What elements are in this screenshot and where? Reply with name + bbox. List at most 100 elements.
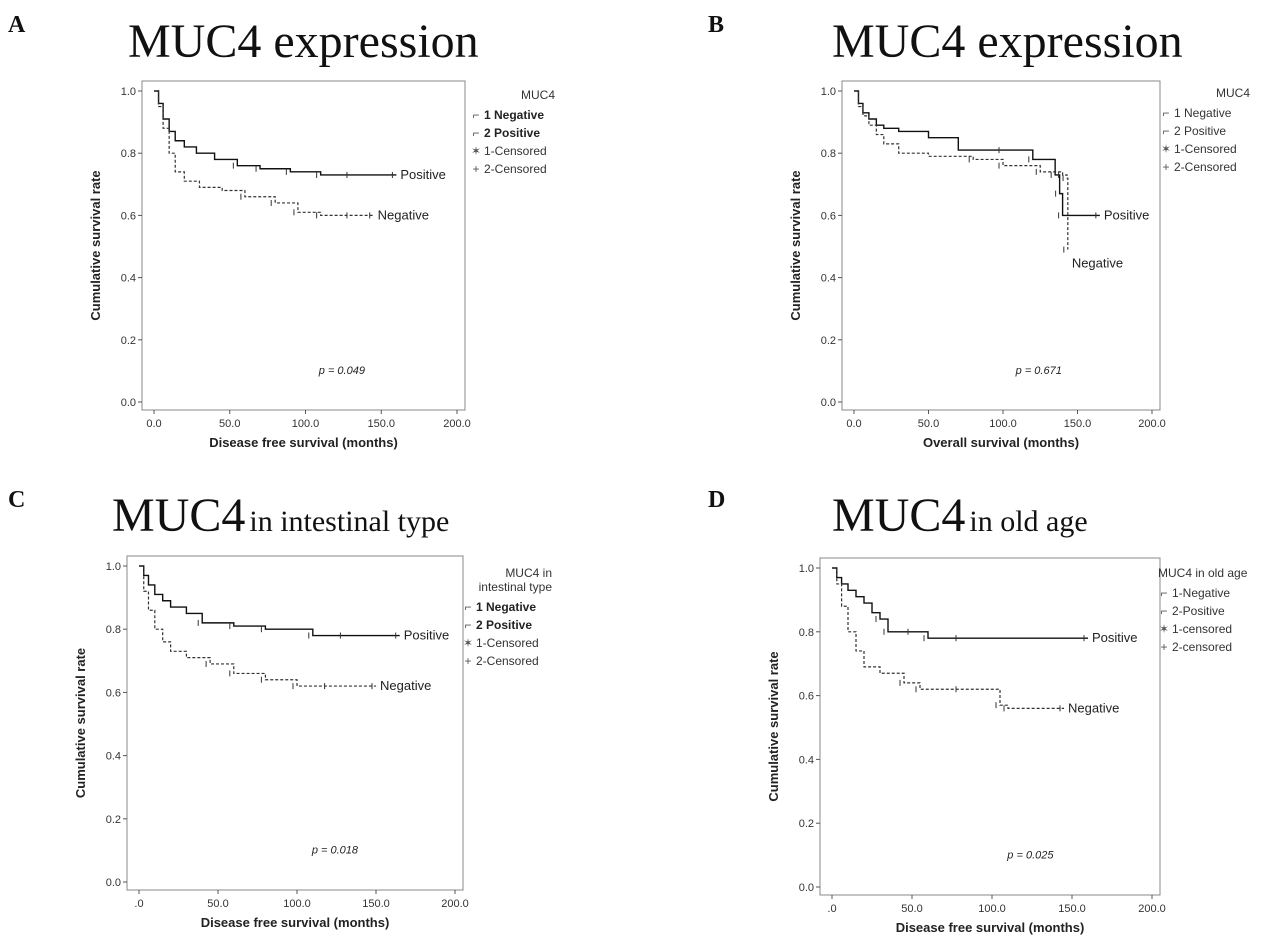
y-tick-label: 0.2 — [106, 814, 121, 826]
x-tick-label: 200.0 — [1138, 903, 1166, 915]
legend-negative: ⌐ 1 Negative — [462, 598, 552, 616]
plus-icon: + — [1162, 160, 1170, 174]
curve-label-negative: Negative — [378, 207, 429, 222]
y-tick-label: 0.8 — [821, 148, 836, 160]
legend-c: MUC4 in intestinal type ⌐ 1 Negative ⌐ 2 P… — [462, 566, 552, 670]
y-axis-label: Cumulative survival rate — [788, 170, 803, 320]
y-tick-label: 0.6 — [106, 687, 121, 699]
legend-b: MUC4 ⌐ 1 Negative ⌐ 2 Positive ✶ 1-Censored… — [1160, 86, 1250, 176]
panel-letter-d: D — [708, 487, 726, 513]
y-axis-label: Cumulative survival rate — [88, 170, 103, 320]
title-sub: in intestinal type — [249, 505, 450, 538]
x-tick-label: 50.0 — [219, 418, 240, 430]
y-tick-label: 0.6 — [799, 691, 814, 703]
legend-negative: ⌐ 1-Negative — [1158, 584, 1278, 602]
survival-curve-positive — [832, 567, 1088, 639]
legend-negative: ⌐ 1 Negative — [1160, 104, 1250, 122]
y-tick-label: 0.2 — [799, 818, 814, 830]
y-tick-label: 0.4 — [121, 273, 136, 285]
legend-positive: ⌐ 2 Positive — [462, 616, 552, 634]
chart-title-d: MUC4 in old age — [832, 492, 1088, 540]
legend-d: MUC4 in old age ⌐ 1-Negative ⌐ 2-Positive … — [1158, 566, 1278, 656]
curve-label-positive: Positive — [1104, 207, 1150, 222]
p-value: p = 0.025 — [1006, 849, 1054, 861]
x-tick-label: 150.0 — [367, 418, 395, 430]
y-tick-label: 0.0 — [799, 882, 814, 894]
title-main: MUC4 — [112, 489, 246, 542]
y-axis-label: Cumulative survival rate — [766, 651, 781, 801]
y-tick-label: 0.2 — [121, 335, 136, 347]
y-tick-label: 0.8 — [106, 624, 121, 636]
x-tick-label: 50.0 — [901, 903, 922, 915]
y-tick-label: 0.2 — [821, 335, 836, 347]
legend-censored-2: +2-Censored — [470, 160, 555, 178]
chart-title-a: MUC4 expression — [128, 18, 479, 66]
panel-letter-a: A — [8, 12, 26, 38]
x-axis-label: Disease free survival (months) — [896, 920, 1085, 935]
legend-censored-1: ✶ 1-Censored — [462, 636, 539, 650]
x-tick-label: 50.0 — [207, 898, 228, 910]
survival-curve-negative — [832, 567, 1064, 709]
curve-label-negative: Negative — [380, 678, 431, 693]
curve-label-positive: Positive — [400, 167, 446, 182]
x-tick-label: 50.0 — [918, 418, 939, 430]
title-main: MUC4 expression — [128, 15, 479, 68]
title-sub: in old age — [969, 505, 1088, 538]
title-main: MUC4 expression — [832, 15, 1183, 68]
y-tick-label: 0.6 — [121, 210, 136, 222]
plus-icon: + — [464, 654, 472, 668]
y-tick-label: 0.4 — [799, 754, 814, 766]
x-axis-label: Overall survival (months) — [923, 435, 1079, 450]
legend-censored-2: +2-censored — [1158, 638, 1278, 656]
legend-positive: ⌐ 2 Positive — [470, 124, 555, 142]
p-value: p = 0.671 — [1015, 365, 1062, 377]
legend-censored-2: +2-Censored — [1160, 158, 1250, 176]
chart-c: 0.0 0.2 0.4 0.6 0.8 1.0 .0 50.0 100.0 150.0 200.0 D… — [73, 555, 469, 930]
y-tick-label: 1.0 — [799, 563, 814, 575]
x-tick-label: 100.0 — [292, 418, 320, 430]
star-icon: ✶ — [1158, 622, 1170, 636]
legend-censored-1: ✶ 1-Censored — [470, 144, 547, 158]
legend-negative: ⌐ 1 Negative — [470, 106, 555, 124]
y-tick-label: 1.0 — [821, 86, 836, 98]
curve-label-positive: Positive — [1092, 630, 1138, 645]
curve-label-positive: Positive — [404, 628, 450, 643]
y-tick-label: 0.8 — [121, 148, 136, 160]
y-tick-label: 0.4 — [106, 751, 121, 763]
chart-a: 0.0 0.2 0.4 0.6 0.8 1.0 0.0 50.0 100.0 150.0 200.0… — [88, 80, 471, 450]
y-axis-label: Cumulative survival rate — [73, 648, 88, 798]
survival-curve-negative — [154, 90, 374, 216]
p-value: p = 0.049 — [318, 365, 365, 377]
legend-censored-1: ✶ 1-censored — [1158, 622, 1233, 636]
x-tick-label: 200.0 — [441, 898, 469, 910]
x-tick-label: 0.0 — [846, 418, 861, 430]
panel-letter-c: C — [8, 487, 26, 513]
solid-line-icon: ⌐ — [1162, 124, 1170, 138]
star-icon: ✶ — [470, 144, 482, 158]
x-tick-label: .0 — [827, 903, 836, 915]
plot-frame — [141, 80, 466, 411]
x-tick-label: 100.0 — [978, 903, 1006, 915]
x-axis-label: Disease free survival (months) — [209, 435, 398, 450]
star-icon: ✶ — [462, 636, 474, 650]
x-tick-label: 0.0 — [146, 418, 161, 430]
y-tick-label: 0.0 — [121, 397, 136, 409]
x-tick-label: 200.0 — [443, 418, 471, 430]
chart-d: 0.0 0.2 0.4 0.6 0.8 1.0 .0 50.0 100.0 150.0 200.0 D… — [766, 557, 1166, 935]
p-value: p = 0.018 — [311, 845, 359, 857]
x-tick-label: 200.0 — [1138, 418, 1166, 430]
solid-line-icon: ⌐ — [472, 126, 480, 140]
survival-curve-negative — [854, 90, 1069, 250]
star-icon: ✶ — [1160, 142, 1172, 156]
legend-censored-1: ✶ 1-Censored — [1160, 142, 1237, 156]
legend-a: MUC4 ⌐ 1 Negative ⌐ 2 Positive ✶ 1-Censored… — [470, 88, 555, 178]
legend-positive: ⌐ 2 Positive — [1160, 122, 1250, 140]
chart-title-c: MUC4 in intestinal type — [112, 492, 449, 540]
plot-frame — [841, 80, 1161, 411]
y-tick-label: 0.0 — [821, 397, 836, 409]
survival-curve-positive — [154, 90, 397, 176]
dashed-line-icon: ⌐ — [1160, 586, 1168, 600]
y-tick-label: 0.0 — [106, 877, 121, 889]
dashed-line-icon: ⌐ — [1162, 106, 1170, 120]
x-tick-label: 150.0 — [362, 898, 390, 910]
